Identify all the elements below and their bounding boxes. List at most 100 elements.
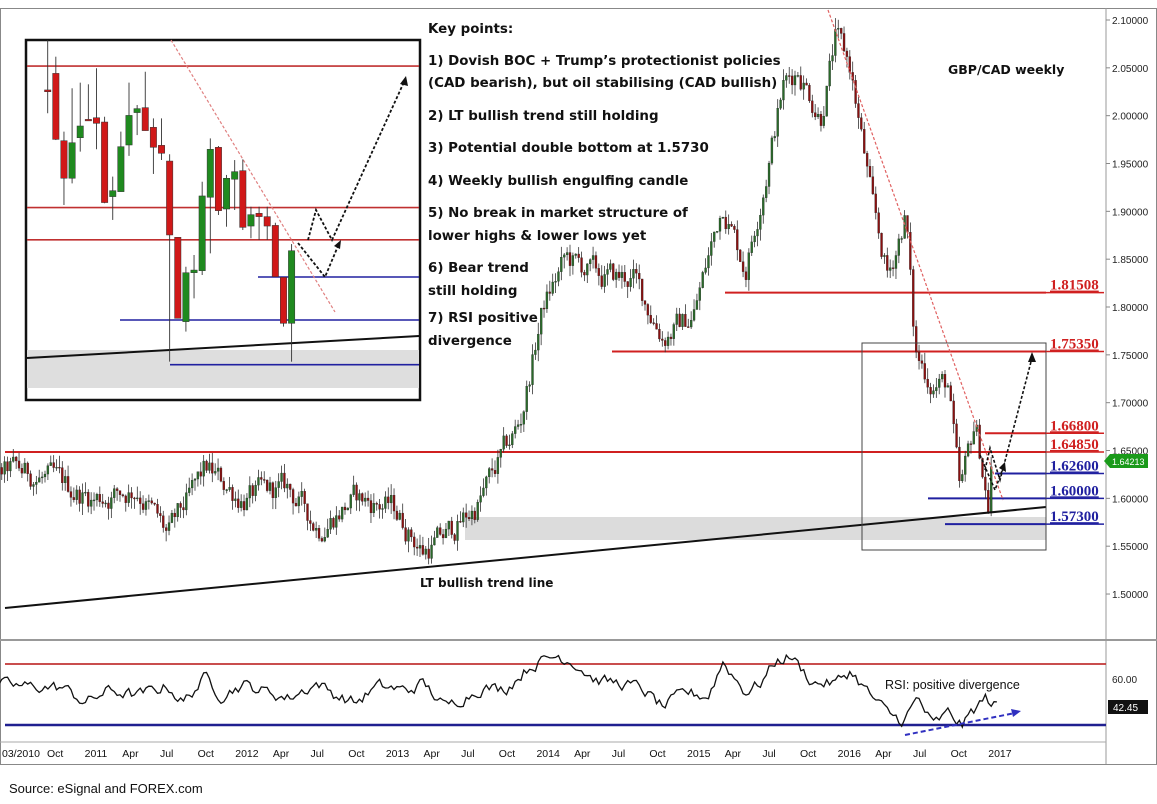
bullish-candle <box>782 80 785 101</box>
bearish-candle <box>72 497 75 500</box>
price-tick-label: 1.70000 <box>1112 399 1149 410</box>
bullish-candle <box>889 267 892 271</box>
bullish-candle <box>837 28 840 30</box>
bullish-candle <box>710 241 713 256</box>
bearish-candle <box>355 484 358 501</box>
bullish-candle <box>620 272 624 278</box>
bullish-candle <box>525 386 528 412</box>
bullish-candle <box>482 487 485 496</box>
rsi-panel: RSI: positive divergence 60.00 42.45 <box>0 653 1148 736</box>
bullish-candle <box>23 462 26 474</box>
date-tick-label: 2013 <box>386 748 410 760</box>
bearish-candle <box>17 460 21 469</box>
bearish-candle <box>799 75 802 90</box>
bullish-candle <box>144 501 148 510</box>
key-point: 2) LT bullish trend still holding <box>428 109 659 124</box>
bullish-candle <box>12 456 15 462</box>
bullish-candle <box>522 411 525 425</box>
inset-bullish-candle <box>133 108 141 113</box>
bullish-candle <box>216 467 220 472</box>
date-tick-label: Oct <box>951 748 967 760</box>
level-label: 1.75350 <box>1050 336 1099 352</box>
key-point: 7) RSI positive <box>428 311 538 326</box>
bearish-candle <box>306 503 309 521</box>
bearish-candle <box>338 515 341 520</box>
bearish-candle <box>871 176 875 195</box>
bearish-candle <box>173 512 176 518</box>
bullish-candle <box>208 462 211 471</box>
price-tick-label: 1.85000 <box>1112 255 1149 266</box>
bullish-candle <box>136 497 139 500</box>
inset-projection-path-1 <box>307 81 405 243</box>
inset-bullish-candle <box>247 214 255 227</box>
bearish-candle <box>955 423 958 448</box>
inset-bullish-candle <box>190 269 198 273</box>
bullish-candle <box>277 481 280 488</box>
bullish-candle <box>961 474 964 482</box>
bearish-candle <box>343 506 347 511</box>
inset-bullish-candle <box>125 115 133 146</box>
bearish-candle <box>124 495 127 503</box>
price-tick-label: 2.05000 <box>1112 64 1149 75</box>
level-lines <box>5 291 1046 526</box>
bearish-candle <box>101 501 104 504</box>
bullish-candle <box>398 512 401 520</box>
bearish-candle <box>952 400 955 425</box>
bearish-candle <box>121 494 125 497</box>
bearish-candle <box>26 462 29 474</box>
bearish-candle <box>179 503 182 508</box>
bullish-candle <box>75 489 78 500</box>
bearish-candle <box>107 502 110 509</box>
bullish-candle <box>176 503 179 518</box>
inset-bullish-candle <box>288 250 296 324</box>
inset-bearish-candle <box>263 216 271 227</box>
bullish-candle <box>753 235 756 243</box>
rsi-line <box>0 653 997 729</box>
bullish-candle <box>488 468 491 478</box>
inset-bullish-candle <box>206 149 214 198</box>
price-tick-label: 1.55000 <box>1112 542 1149 553</box>
bearish-candle <box>808 85 811 102</box>
bearish-candle <box>115 488 119 491</box>
inset-bullish-candle <box>182 272 190 322</box>
bullish-candle <box>554 281 557 283</box>
bullish-candle <box>629 278 632 287</box>
bullish-candle <box>511 433 514 446</box>
bearish-candle <box>923 363 926 380</box>
bullish-candle <box>990 466 993 514</box>
bearish-candle <box>949 385 952 402</box>
bullish-candle <box>257 477 260 486</box>
bullish-candle <box>514 426 517 434</box>
price-tick-label: 2.00000 <box>1112 112 1149 123</box>
bearish-candle <box>467 517 471 520</box>
key-point: 3) Potential double bottom at 1.5730 <box>428 141 709 156</box>
bullish-candle <box>767 162 771 187</box>
bullish-candle <box>202 460 205 477</box>
bullish-candle <box>571 255 575 266</box>
bullish-candle <box>364 497 367 502</box>
key-point: 6) Bear trend <box>428 261 529 276</box>
bullish-candle <box>540 307 543 335</box>
bullish-candle <box>834 28 837 56</box>
bearish-candle <box>450 520 453 535</box>
date-axis: 03/2010 Oct 2011 Apr Jul Oct 2012 Apr Jul Oct 2013… <box>2 748 1012 760</box>
last-price-marker <box>1104 454 1148 468</box>
bullish-candle <box>55 466 58 469</box>
key-point: lower highs & lower lows yet <box>428 229 647 244</box>
bearish-candle <box>790 75 794 86</box>
inset-bullish-candle <box>223 178 231 210</box>
bearish-candle <box>141 503 145 510</box>
bearish-candle <box>415 546 419 549</box>
level-label: 1.60000 <box>1050 483 1099 499</box>
bullish-candle <box>470 510 474 520</box>
date-tick-label: 2016 <box>838 748 862 760</box>
bullish-candle <box>335 515 338 528</box>
bearish-candle <box>669 336 673 339</box>
date-tick-label: Apr <box>875 748 892 760</box>
bullish-candle <box>756 229 759 237</box>
bearish-candle <box>840 28 843 34</box>
bullish-candle <box>528 384 531 387</box>
bullish-candle <box>147 500 150 502</box>
bearish-candle <box>58 466 61 469</box>
